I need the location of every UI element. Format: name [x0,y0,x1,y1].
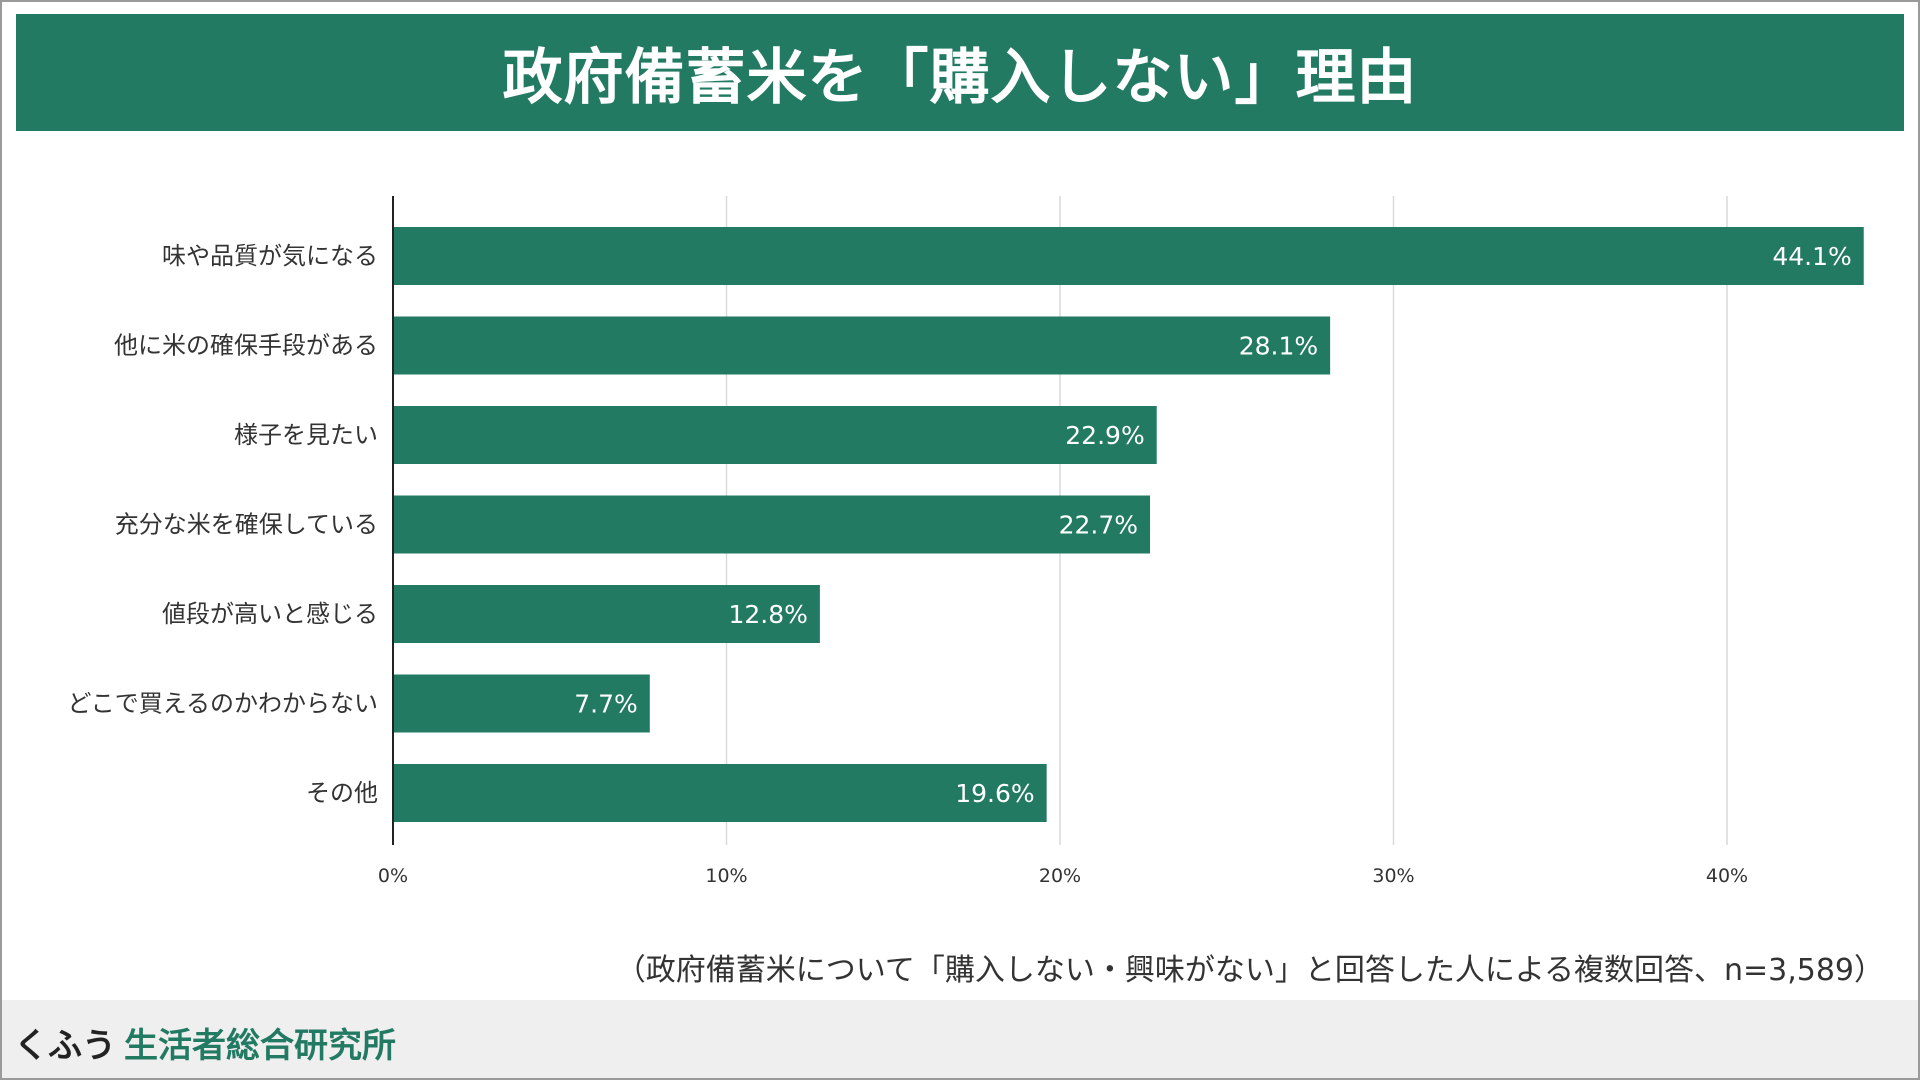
footer-bar [2,1000,1918,1078]
bar [393,764,1047,822]
bar [393,585,820,643]
category-label: 味や品質が気になる [162,242,378,270]
bar-chart: 0% 10% 20% 30% 40% 味や品質が気になる 44.1% 他に米の確保手段がある 2… [67,196,1864,887]
bar [393,674,650,733]
brand-logo: くふう 生活者総合研究所 [14,1018,396,1067]
value-label: 22.7% [1059,511,1138,540]
survey-note: （政府備蓄米について「購入しない・興味がない」と回答した人による複数回答、n=3… [615,953,1884,988]
category-label: 様子を見たい [234,421,378,449]
value-label: 28.1% [1239,332,1318,361]
bar [393,406,1157,464]
x-tick-label: 20% [1039,865,1081,887]
value-label: 44.1% [1772,242,1851,271]
x-tick-label: 0% [378,865,408,887]
brand-prefix: くふう [14,1026,116,1066]
bar [393,495,1151,554]
category-label: その他 [306,779,378,807]
bar [393,227,1864,285]
category-label: 充分な米を確保している [115,511,378,539]
x-tick-label: 40% [1706,865,1748,887]
value-label: 19.6% [955,779,1034,808]
category-label: 値段が高いと感じる [162,600,378,628]
value-label: 12.8% [728,600,807,629]
category-label: 他に米の確保手段がある [114,332,378,360]
chart-title: 政府備蓄米を「購入しない」理由 [16,14,1904,131]
x-tick-label: 30% [1372,865,1414,887]
bar [393,316,1331,375]
value-label: 7.7% [574,690,638,719]
category-label: どこで買えるのかわからない [67,690,378,718]
value-label: 22.9% [1065,421,1144,450]
x-tick-label: 10% [705,865,747,887]
brand-name: 生活者総合研究所 [124,1026,396,1066]
